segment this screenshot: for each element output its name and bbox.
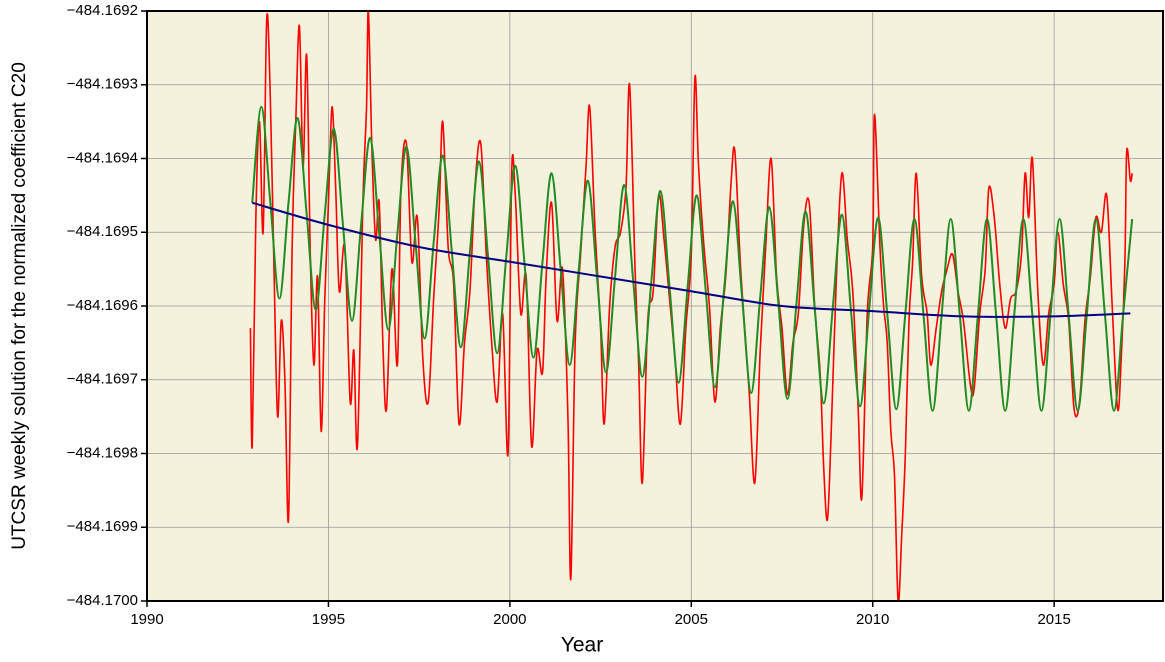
- y-tick-label: −484.1698: [67, 444, 138, 461]
- y-tick-label: −484.1696: [67, 297, 138, 314]
- y-axis-label: UTCSR weekly solution for the normalized…: [9, 62, 30, 550]
- x-tick-label: 1990: [130, 611, 163, 628]
- y-tick-label: −484.1695: [67, 223, 138, 240]
- labels: −484.1692 −484.1693 −484.1694 −484.1695 −484…: [67, 2, 1071, 628]
- y-tick-label: −484.1699: [67, 518, 138, 535]
- x-tick-label: 2015: [1037, 611, 1070, 628]
- lines: [249, 11, 1134, 601]
- x-axis-label: Year: [561, 634, 603, 657]
- y-tick-label: −484.1692: [67, 2, 138, 19]
- series-line: [251, 201, 1131, 318]
- x-tick-label: 2000: [493, 611, 526, 628]
- x-tick-label: 2005: [675, 611, 708, 628]
- y-tick-label: −484.1693: [67, 76, 138, 93]
- y-tick-label: −484.1700: [67, 592, 138, 609]
- x-tick-label: 2010: [856, 611, 889, 628]
- y-tick-label: −484.1697: [67, 371, 138, 388]
- y-tick-label: −484.1694: [67, 149, 138, 166]
- series-line: [251, 105, 1134, 412]
- x-tick-label: 1995: [312, 611, 345, 628]
